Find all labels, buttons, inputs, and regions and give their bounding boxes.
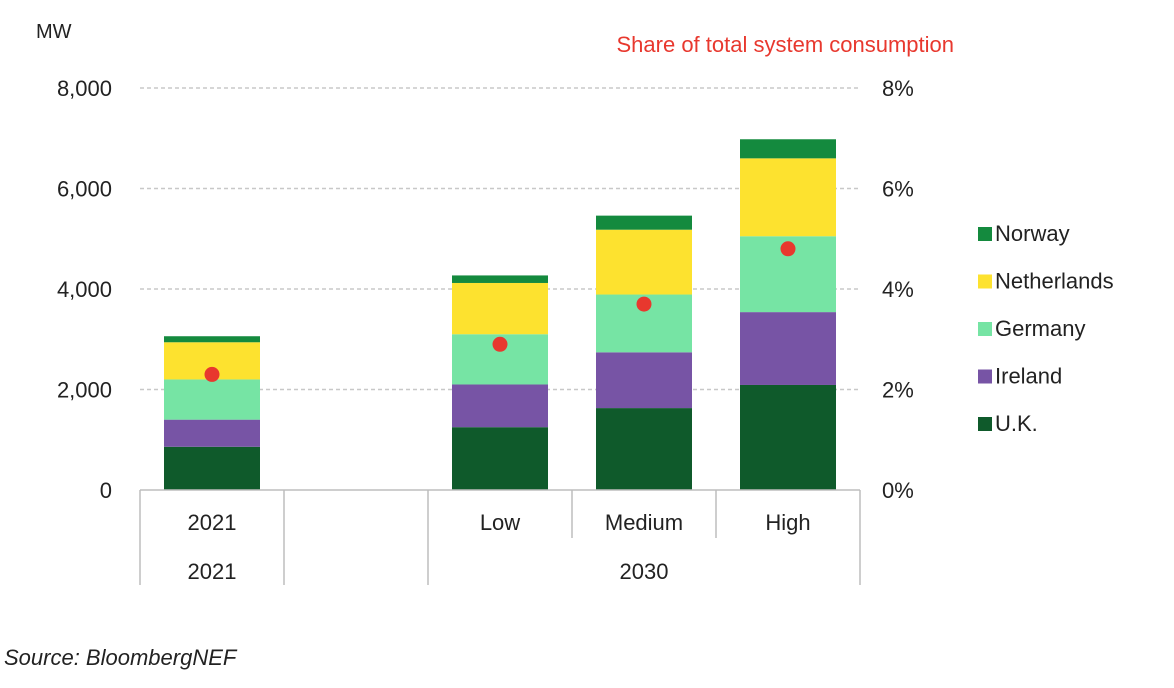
legend-label: Ireland <box>995 364 1062 389</box>
bar-segment-netherlands <box>596 229 692 295</box>
y2-tick-label: 6% <box>882 177 914 202</box>
right-axis-title: Share of total system consumption <box>617 32 955 57</box>
bar-segment-netherlands <box>452 282 548 335</box>
legend-swatch <box>978 417 992 431</box>
bar-segment-norway <box>452 275 548 283</box>
legend-swatch <box>978 274 992 289</box>
share-dot <box>492 336 508 352</box>
category-label: Medium <box>605 510 683 535</box>
y-tick-label: 4,000 <box>57 277 112 302</box>
y2-tick-label: 4% <box>882 277 914 302</box>
bar-segment-uk <box>452 427 548 490</box>
bar-segment-uk <box>164 446 260 490</box>
y-tick-label: 6,000 <box>57 177 112 202</box>
bar-segment-norway <box>740 139 836 159</box>
y2-tick-label: 2% <box>882 378 914 403</box>
category-label: High <box>765 510 810 535</box>
category-label: Low <box>480 510 520 535</box>
bar-segment-uk <box>740 384 836 490</box>
share-dot <box>780 241 796 257</box>
legend-swatch <box>978 322 992 336</box>
chart: 0 0% 2,000 2% 4,000 4% 6,000 6% 8,000 8% 2021 Low Me… <box>36 21 1114 585</box>
legend-label: U.K. <box>995 411 1038 436</box>
axes: 0 0% 2,000 2% 4,000 4% 6,000 6% 8,000 8% 2021 Low Me… <box>57 76 914 585</box>
y2-tick-label: 8% <box>882 76 914 101</box>
bar-segment-ireland <box>164 419 260 447</box>
legend-label: Netherlands <box>995 269 1114 294</box>
legend-swatch <box>978 369 992 384</box>
bar-segment-norway <box>164 336 260 343</box>
share-dots <box>204 241 796 382</box>
bar-segment-norway <box>596 215 692 230</box>
y-tick-label: 8,000 <box>57 76 112 101</box>
group-label: 2021 <box>188 559 237 584</box>
y-axis-unit: MW <box>36 21 72 43</box>
bar-segment-germany <box>164 379 260 420</box>
category-label: 2021 <box>188 510 237 535</box>
share-dot <box>204 366 220 382</box>
legend-label: Norway <box>995 221 1070 246</box>
y2-tick-label: 0% <box>882 478 914 503</box>
bar-segment-uk <box>596 408 692 490</box>
bars <box>164 139 836 490</box>
y-tick-label: 2,000 <box>57 378 112 403</box>
group-label: 2030 <box>620 559 669 584</box>
legend-swatch <box>978 227 992 241</box>
legend: Norway Netherlands Germany Ireland U.K. <box>978 221 1114 436</box>
share-dot <box>636 296 652 312</box>
bar-segment-netherlands <box>740 158 836 237</box>
legend-label: Germany <box>995 316 1085 341</box>
y-tick-label: 0 <box>100 478 112 503</box>
bar-segment-ireland <box>452 384 548 428</box>
source-note: Source: BloombergNEF <box>4 645 237 670</box>
bar-segment-ireland <box>596 352 692 409</box>
bar-segment-ireland <box>740 312 836 385</box>
